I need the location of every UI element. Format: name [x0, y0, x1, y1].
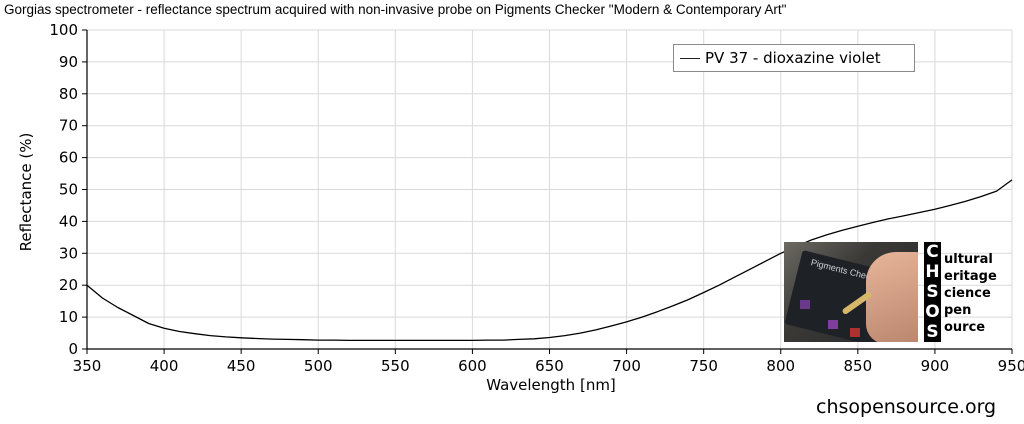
logo-letter-bar: C H S O S: [924, 242, 941, 342]
chsos-logo: Pigments Checker C H S O S ultural erita…: [784, 242, 1006, 342]
x-tick-label: 400: [150, 357, 179, 375]
logo-word: eritage: [944, 269, 997, 284]
legend-label: PV 37 - dioxazine violet: [705, 49, 881, 67]
y-tick-label: 0: [68, 340, 78, 358]
x-tick-label: 650: [535, 357, 564, 375]
x-tick-label: 550: [381, 357, 410, 375]
legend-swatch: [680, 58, 700, 59]
x-tick-label: 450: [227, 357, 256, 375]
series-layer: [86, 179, 1013, 342]
x-axis-label: Wavelength [nm]: [486, 376, 616, 394]
x-tick-label: 800: [766, 357, 795, 375]
y-tick-label: 50: [59, 181, 78, 199]
logo-letter: H: [925, 262, 940, 282]
x-tick-label: 600: [458, 357, 487, 375]
y-tick-label: 60: [59, 149, 78, 167]
y-axis-label: Reflectance (%): [17, 132, 35, 252]
legend: PV 37 - dioxazine violet: [673, 44, 915, 72]
x-tick-label: 900: [921, 357, 950, 375]
logo-photo: Pigments Checker: [784, 242, 918, 342]
x-tick-label: 950: [998, 357, 1024, 375]
x-tick-label: 750: [689, 357, 718, 375]
y-tick-label: 70: [59, 117, 78, 135]
y-tick-label: 40: [59, 212, 78, 230]
y-tick-label: 90: [59, 53, 78, 71]
logo-letter: S: [926, 282, 939, 302]
logo-word: pen: [944, 303, 972, 318]
series-line: [86, 179, 1013, 342]
y-tick-label: 80: [59, 85, 78, 103]
x-tick-label: 500: [304, 357, 333, 375]
logo-word: cience: [944, 286, 991, 301]
x-tick-label: 850: [844, 357, 873, 375]
y-tick-label: 20: [59, 276, 78, 294]
y-tick-label: 10: [59, 308, 78, 326]
x-tick-label: 700: [612, 357, 641, 375]
chart-title: Gorgias spectrometer - reflectance spect…: [4, 2, 787, 17]
website-link[interactable]: chsopensource.org: [816, 396, 997, 418]
logo-words: ultural eritage cience pen ource: [944, 251, 997, 336]
y-tick-label: 30: [59, 244, 78, 262]
logo-letter: S: [926, 322, 939, 342]
axes: [82, 29, 1013, 354]
logo-letter: C: [926, 242, 939, 262]
logo-word: ultural: [944, 252, 993, 267]
tick-labels: 350 400 450 500 550 600 650 700 750 800 850 900 950 0…: [49, 21, 1024, 375]
logo-letter: O: [925, 302, 940, 322]
y-tick-label: 100: [49, 21, 78, 39]
logo-word: ource: [944, 320, 986, 335]
x-tick-label: 350: [73, 357, 102, 375]
